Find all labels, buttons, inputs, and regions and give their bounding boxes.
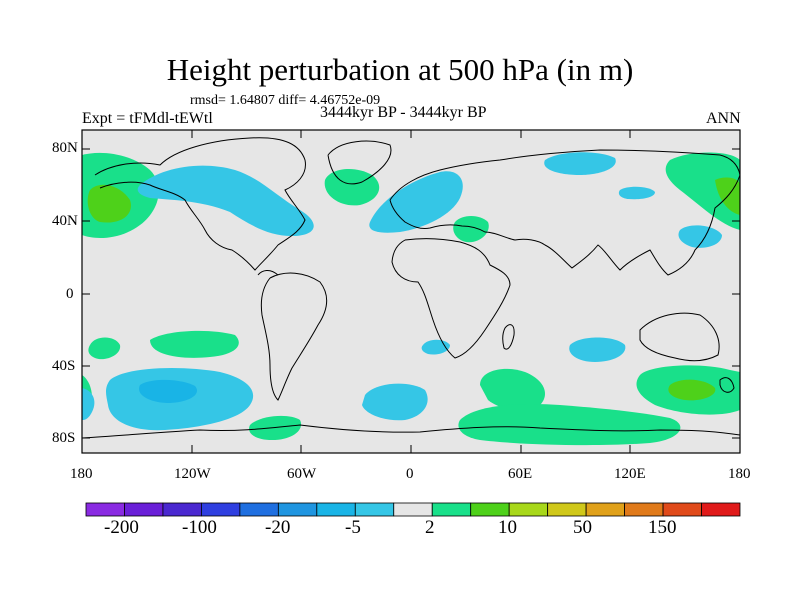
colorbar-swatch — [239, 502, 279, 517]
colorbar-label: -200 — [104, 517, 139, 538]
anomaly-south-pacific-1 — [88, 337, 121, 360]
anomaly-south-pacific-2 — [150, 330, 239, 358]
anomaly-australia-core — [668, 379, 716, 401]
anomaly-central-asia — [618, 186, 655, 200]
colorbar-swatch — [701, 502, 741, 517]
colorbar-swatch — [470, 502, 510, 517]
lon-label-180w: 180 — [70, 466, 93, 482]
colorbar-label: -20 — [265, 517, 291, 538]
anomaly-east-asia — [678, 225, 722, 248]
contour-fills — [82, 137, 740, 446]
lon-label-0: 0 — [406, 466, 414, 482]
colorbar-label: 150 — [648, 517, 677, 538]
colorbar-swatch — [201, 502, 241, 517]
stats-label: rmsd= 1.64807 diff= 4.46752e-09 — [190, 93, 381, 108]
lon-label-120w: 120W — [174, 466, 211, 482]
lat-label-0: 0 — [66, 286, 74, 302]
colorbar-swatch — [277, 502, 318, 517]
colorbar-label: 50 — [573, 517, 592, 538]
colorbar-swatch — [547, 502, 587, 517]
lat-label-80s: 80S — [52, 430, 76, 446]
period-label: 3444kyr BP - 3444kyr BP — [320, 104, 487, 121]
anomaly-mediterranean — [453, 216, 489, 243]
lon-label-120e: 120E — [614, 466, 646, 482]
plot-title: Height perturbation at 500 hPa (in m) — [166, 52, 634, 87]
colorbar-swatch — [316, 502, 356, 517]
lon-label-60e: 60E — [508, 466, 533, 482]
anomaly-south-atlantic — [480, 368, 545, 411]
colorbar-swatch — [624, 502, 664, 517]
lon-label-60w: 60W — [287, 466, 317, 482]
coastlines — [82, 137, 740, 439]
anomaly-southern-indian — [458, 403, 681, 446]
colorbar-label: 2 — [425, 517, 435, 538]
anomaly-north-atlantic — [369, 171, 463, 233]
colorbar-swatch — [431, 502, 472, 517]
colorbar-swatch — [354, 502, 395, 517]
anomaly-south-indian — [569, 337, 626, 362]
anomaly-antarctic-west-pacific — [82, 388, 95, 420]
colorbar-label: -100 — [182, 517, 217, 538]
experiment-label: Expt = tFMdl-tEWtl — [82, 110, 213, 127]
colorbar-swatch — [508, 502, 549, 517]
colorbar-swatch — [85, 502, 125, 517]
colorbar-swatch — [124, 502, 164, 517]
lon-label-180e: 180 — [728, 466, 751, 482]
colorbar-label: -5 — [345, 517, 361, 538]
colorbar-swatch — [393, 502, 433, 517]
lat-label-40n: 40N — [52, 213, 78, 229]
anomaly-south-pacific-core — [139, 379, 198, 403]
colorbar-swatch — [585, 502, 625, 517]
lat-label-40s: 40S — [52, 358, 76, 374]
anomaly-canada — [137, 165, 314, 237]
anomaly-north-europe — [544, 152, 616, 175]
anomaly-east-siberia — [665, 152, 740, 230]
colorbar-swatch — [662, 502, 702, 517]
colorbar-swatch — [162, 502, 202, 517]
axis-ticks — [81, 130, 741, 453]
anomaly-north-pacific-core — [87, 184, 131, 223]
lat-label-80n: 80N — [52, 140, 78, 156]
anomaly-south-atlantic-negative — [362, 383, 428, 421]
colorbar-label: 10 — [498, 517, 517, 538]
colorbar — [85, 502, 741, 517]
season-label: ANN — [706, 110, 741, 127]
